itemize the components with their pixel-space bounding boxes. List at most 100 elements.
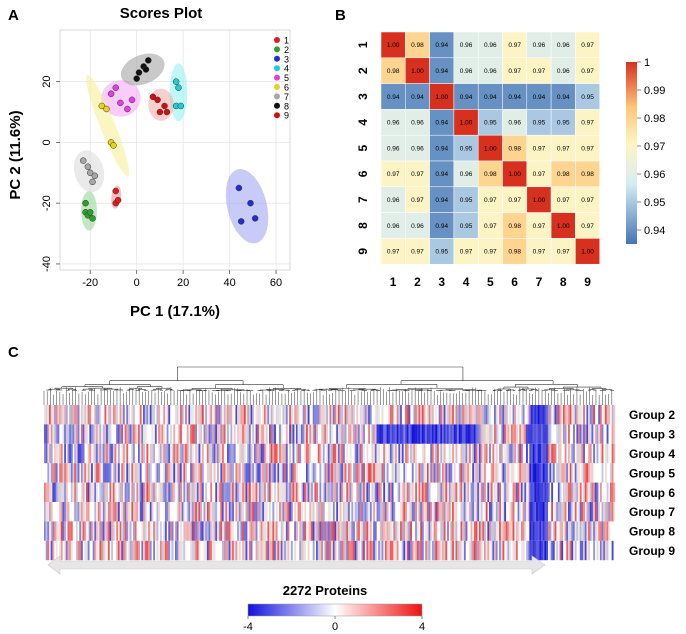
protein-cell-1-166 bbox=[322, 424, 325, 444]
protein-cell-3-283 bbox=[519, 463, 522, 483]
protein-cell-2-119 bbox=[243, 443, 246, 464]
protein-cell-4-19 bbox=[75, 482, 78, 502]
protein-cell-2-106 bbox=[222, 443, 224, 464]
protein-cell-6-87 bbox=[190, 521, 192, 541]
protein-cell-4-192 bbox=[366, 482, 369, 502]
protein-cell-0-297 bbox=[542, 405, 545, 425]
protein-cell-3-149 bbox=[294, 463, 297, 483]
protein-cell-7-322 bbox=[584, 540, 587, 561]
protein-cell-2-146 bbox=[289, 443, 292, 464]
corr-cell-value-7-2: 0.97 bbox=[411, 197, 424, 204]
corr-cell-value-8-5: 0.97 bbox=[484, 223, 497, 230]
protein-cell-2-186 bbox=[356, 443, 359, 464]
protein-cell-1-28 bbox=[91, 424, 93, 444]
protein-cell-7-292 bbox=[534, 540, 537, 561]
protein-cell-7-307 bbox=[559, 540, 562, 561]
protein-cell-0-128 bbox=[258, 405, 261, 425]
protein-cell-2-131 bbox=[264, 443, 266, 464]
protein-cell-2-138 bbox=[275, 443, 278, 464]
protein-cell-1-20 bbox=[77, 424, 80, 444]
protein-cell-5-327 bbox=[593, 502, 596, 522]
protein-cell-7-14 bbox=[67, 540, 70, 561]
protein-cell-0-98 bbox=[208, 405, 211, 425]
protein-cell-5-147 bbox=[290, 502, 293, 522]
protein-cell-1-154 bbox=[302, 424, 305, 444]
protein-cell-5-304 bbox=[554, 502, 557, 522]
protein-cell-6-284 bbox=[520, 521, 523, 541]
protein-cell-5-254 bbox=[470, 502, 473, 522]
protein-cell-6-58 bbox=[141, 521, 144, 541]
protein-cell-6-11 bbox=[62, 521, 65, 541]
protein-cell-5-81 bbox=[180, 502, 182, 522]
protein-cell-1-176 bbox=[339, 424, 342, 444]
protein-cell-7-173 bbox=[334, 540, 337, 561]
protein-cell-1-68 bbox=[158, 424, 161, 444]
protein-cell-0-245 bbox=[455, 405, 458, 425]
protein-cell-0-144 bbox=[285, 405, 288, 425]
protein-cell-2-82 bbox=[181, 443, 184, 464]
protein-cell-7-140 bbox=[279, 540, 281, 561]
corr-cell-2-2 bbox=[405, 57, 430, 84]
protein-cell-0-124 bbox=[252, 405, 255, 425]
protein-cell-2-274 bbox=[504, 443, 507, 464]
protein-cell-7-259 bbox=[478, 540, 481, 561]
protein-cell-0-143 bbox=[284, 405, 287, 425]
protein-colorbar-tick-label: -4 bbox=[243, 621, 253, 633]
protein-cell-6-233 bbox=[435, 521, 438, 541]
protein-cell-3-311 bbox=[566, 463, 569, 483]
protein-cell-6-208 bbox=[393, 521, 396, 541]
protein-cell-2-158 bbox=[309, 443, 312, 464]
protein-cell-7-221 bbox=[415, 540, 418, 561]
protein-cell-4-69 bbox=[159, 482, 162, 502]
corr-cell-value-4-8: 0.95 bbox=[557, 120, 570, 127]
corr-cell-7-4 bbox=[453, 186, 479, 213]
protein-cell-7-268 bbox=[494, 540, 496, 561]
protein-cell-7-119 bbox=[243, 540, 246, 561]
protein-cell-1-144 bbox=[285, 424, 288, 444]
protein-cell-0-217 bbox=[408, 405, 411, 425]
protein-cell-4-193 bbox=[368, 482, 371, 502]
protein-cell-4-298 bbox=[544, 482, 547, 502]
protein-cell-3-242 bbox=[450, 463, 453, 483]
pca-x-axis-label: PC 1 (17.1%) bbox=[130, 303, 220, 320]
protein-cell-7-203 bbox=[384, 540, 387, 561]
protein-cell-0-211 bbox=[398, 405, 401, 425]
protein-cell-3-185 bbox=[354, 463, 357, 483]
protein-cell-3-138 bbox=[275, 463, 278, 483]
protein-cell-4-207 bbox=[391, 482, 394, 502]
protein-cell-2-301 bbox=[549, 443, 552, 464]
protein-cell-7-182 bbox=[349, 540, 352, 561]
protein-cell-6-271 bbox=[499, 521, 501, 541]
protein-cell-1-235 bbox=[438, 424, 441, 444]
protein-cell-1-305 bbox=[556, 424, 559, 444]
protein-cell-1-27 bbox=[89, 424, 92, 444]
protein-cell-5-290 bbox=[531, 502, 533, 522]
protein-cell-5-114 bbox=[235, 502, 238, 522]
protein-cell-6-297 bbox=[542, 521, 545, 541]
protein-cell-6-104 bbox=[218, 521, 221, 541]
protein-cell-3-43 bbox=[116, 463, 119, 483]
protein-cell-1-45 bbox=[119, 424, 122, 444]
protein-cell-2-257 bbox=[475, 443, 478, 464]
protein-cell-1-38 bbox=[107, 424, 110, 444]
protein-cell-1-206 bbox=[389, 424, 392, 444]
protein-cell-1-207 bbox=[391, 424, 394, 444]
protein-cell-4-257 bbox=[475, 482, 478, 502]
protein-cell-0-127 bbox=[257, 405, 260, 425]
corr-colorbar-tick-label: 0.96 bbox=[644, 169, 665, 181]
protein-cell-4-34 bbox=[101, 482, 103, 502]
protein-cell-1-104 bbox=[218, 424, 221, 444]
protein-cell-3-2 bbox=[47, 463, 50, 483]
protein-cell-4-282 bbox=[517, 482, 520, 502]
protein-cell-0-105 bbox=[220, 405, 223, 425]
corr-cell-1-5 bbox=[477, 31, 503, 59]
protein-cell-4-60 bbox=[144, 482, 147, 502]
protein-cell-1-93 bbox=[200, 424, 203, 444]
protein-cell-3-256 bbox=[473, 463, 476, 483]
protein-cell-7-2 bbox=[47, 540, 50, 561]
protein-cell-0-261 bbox=[482, 405, 485, 425]
protein-cell-1-210 bbox=[396, 424, 399, 444]
protein-cell-7-298 bbox=[544, 540, 547, 561]
protein-cell-7-109 bbox=[227, 540, 229, 561]
protein-cell-6-259 bbox=[478, 521, 481, 541]
